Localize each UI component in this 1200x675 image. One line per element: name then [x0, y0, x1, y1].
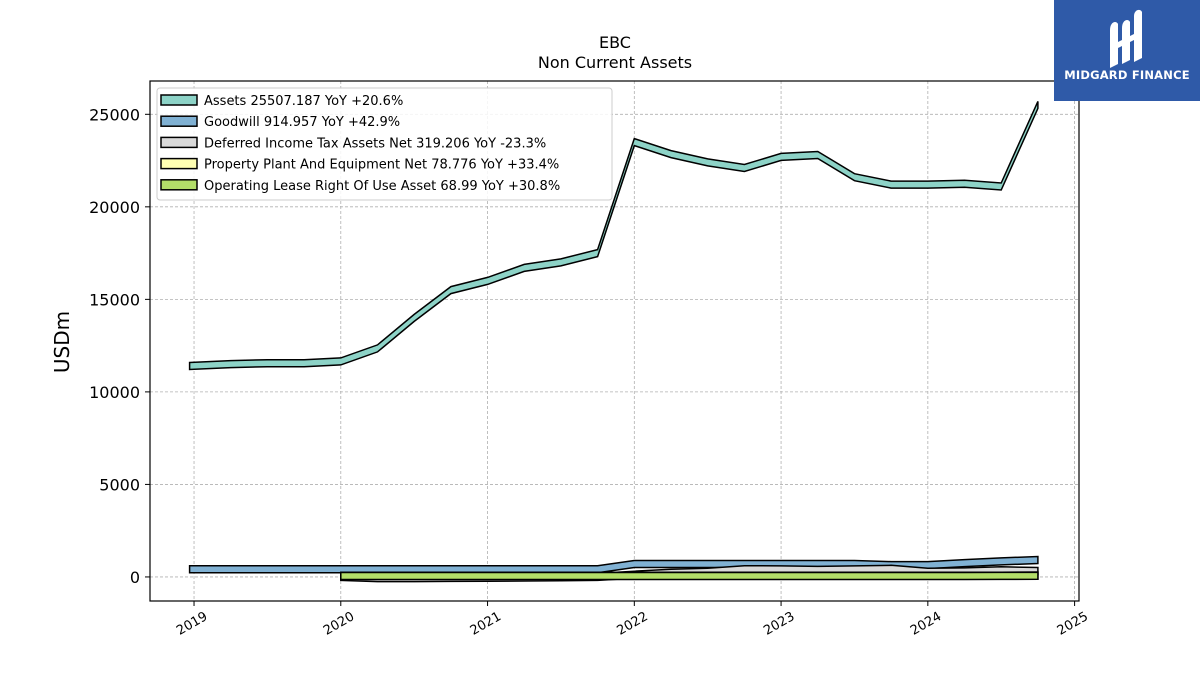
y-tick-label: 5000 — [99, 475, 140, 494]
series-operating-lease-right-of-use-asset — [340, 571, 1039, 581]
chart-subtitle: Non Current Assets — [538, 53, 692, 72]
x-tick-label: 2019 — [174, 609, 210, 639]
legend-swatch — [160, 179, 198, 191]
x-tick-label: 2023 — [761, 609, 797, 639]
series-band — [340, 571, 1039, 581]
legend-label: Assets 25507.187 YoY +20.6% — [204, 94, 403, 109]
y-tick-label: 25000 — [89, 105, 140, 124]
y-tick-label: 10000 — [89, 383, 140, 402]
legend-label: Operating Lease Right Of Use Asset 68.99… — [204, 179, 560, 194]
legend-label: Deferred Income Tax Assets Net 319.206 Y… — [204, 136, 546, 151]
legend-swatch — [160, 136, 198, 149]
x-tick-label: 2025 — [1055, 609, 1091, 639]
logo-text: MIDGARD FINANCE — [1064, 68, 1190, 82]
x-tick-label: 2021 — [468, 609, 504, 639]
x-tick-label: 2024 — [908, 609, 944, 639]
legend-swatch — [160, 94, 198, 106]
legend-label: Goodwill 914.957 YoY +42.9% — [204, 115, 400, 130]
chart-title: EBC — [599, 33, 631, 52]
x-tick-label: 2020 — [321, 609, 357, 639]
series-assets — [188, 101, 1039, 371]
legend: Assets 25507.187 YoY +20.6% Goodwill 914.… — [156, 87, 613, 201]
series-layer — [188, 101, 1039, 583]
y-tick-label: 0 — [130, 568, 140, 587]
y-tick-label: 15000 — [89, 290, 140, 309]
legend-box — [156, 87, 613, 201]
midgard-logo-mark-icon — [1110, 9, 1142, 68]
y-axis-label: USDm — [50, 311, 74, 373]
y-tick-label: 20000 — [89, 198, 140, 217]
legend-swatch — [160, 157, 198, 170]
legend-swatch — [160, 115, 198, 127]
legend-label: Property Plant And Equipment Net 78.776 … — [204, 158, 559, 173]
plot-frame — [149, 80, 1080, 602]
midgard-finance-logo: MIDGARD FINANCE — [1054, 0, 1200, 101]
series-band — [188, 101, 1039, 371]
x-tick-label: 2022 — [614, 609, 650, 639]
